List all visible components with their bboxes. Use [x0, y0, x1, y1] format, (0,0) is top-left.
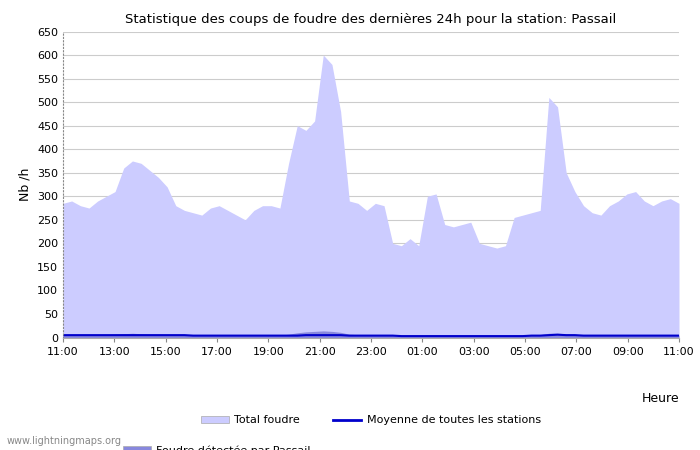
Text: www.lightningmaps.org: www.lightningmaps.org: [7, 436, 122, 446]
Text: Heure: Heure: [641, 392, 679, 405]
Y-axis label: Nb /h: Nb /h: [18, 168, 32, 201]
Title: Statistique des coups de foudre des dernières 24h pour la station: Passail: Statistique des coups de foudre des dern…: [125, 13, 617, 26]
Legend: Foudre détectée par Passail: Foudre détectée par Passail: [118, 441, 316, 450]
